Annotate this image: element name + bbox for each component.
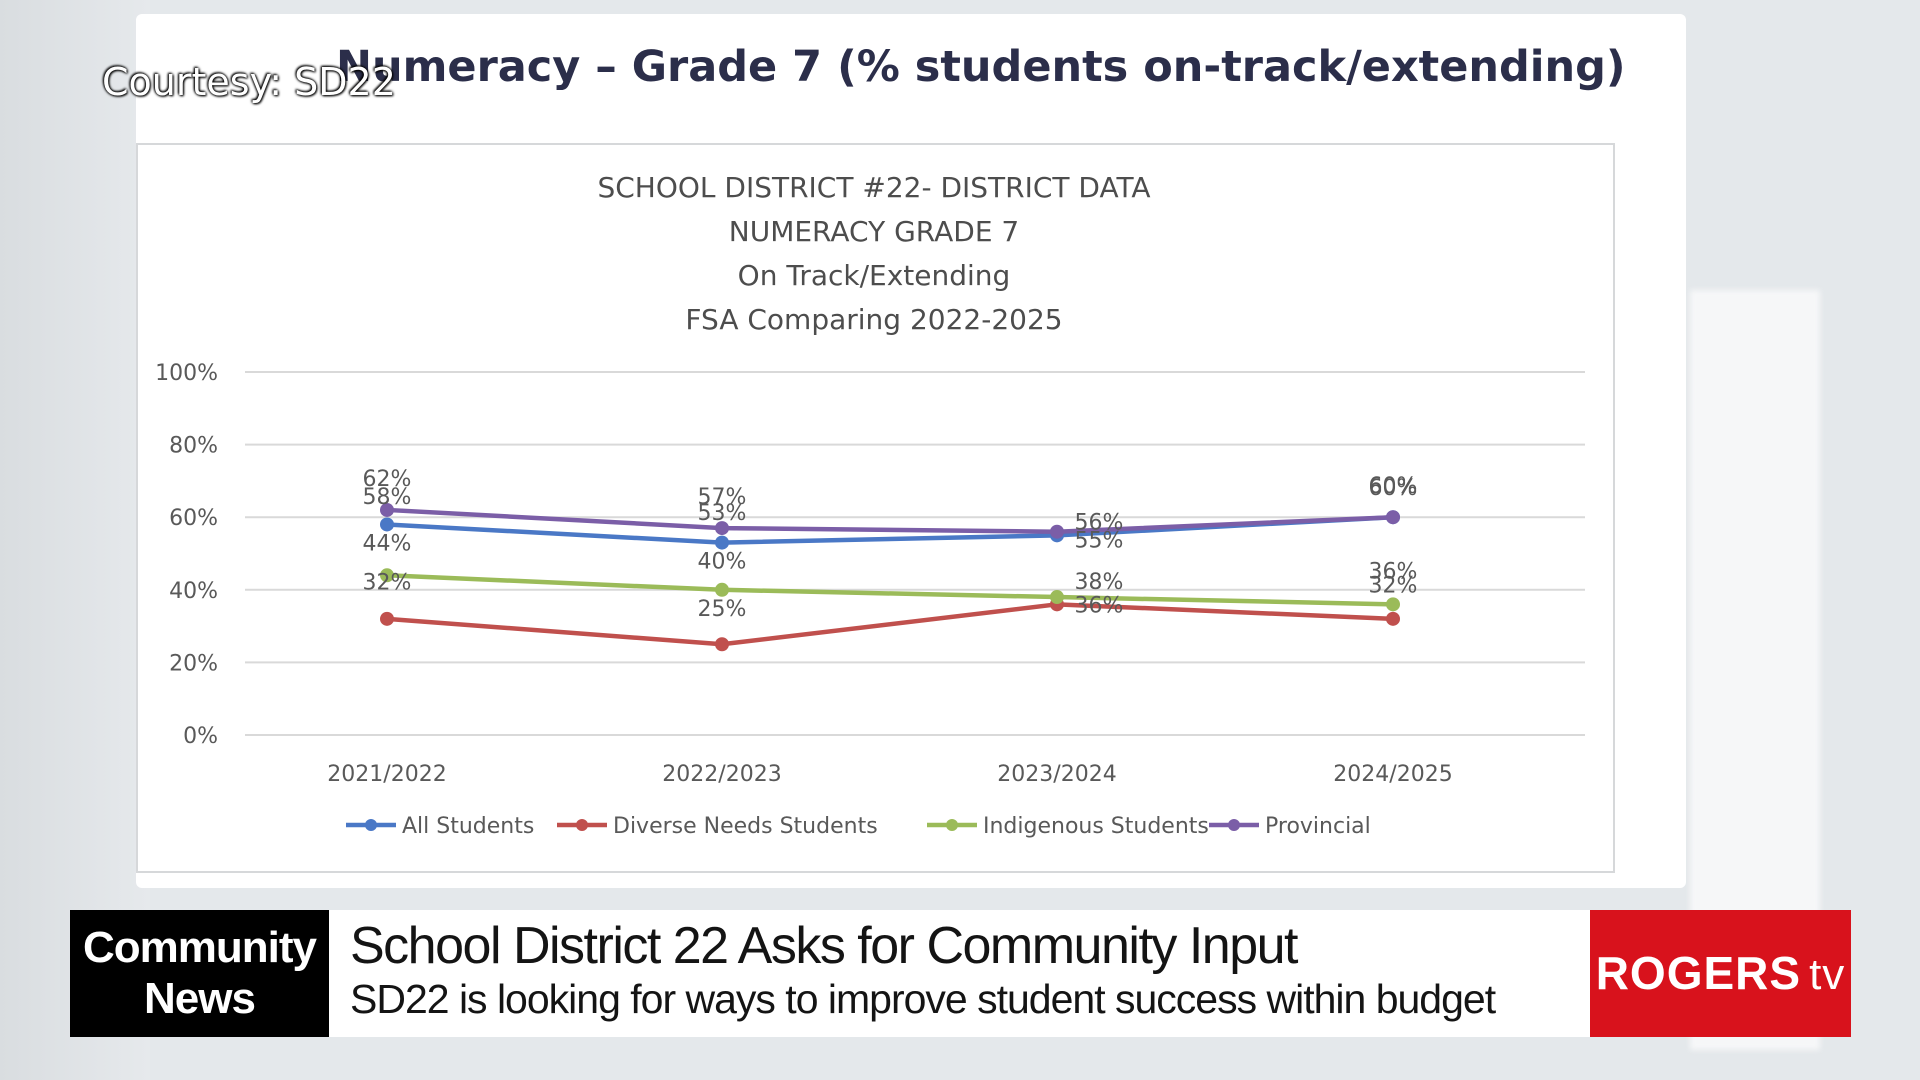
y-tick-label: 80% bbox=[169, 434, 218, 459]
data-point bbox=[715, 521, 729, 536]
data-label: 60% bbox=[1369, 474, 1418, 499]
background-blur-left bbox=[0, 0, 150, 1080]
news-subline: SD22 is looking for ways to improve stud… bbox=[350, 976, 1496, 1022]
chart-title-line: SCHOOL DISTRICT #22- DISTRICT DATA bbox=[597, 171, 1150, 204]
data-point bbox=[380, 502, 394, 517]
legend-label: Indigenous Students bbox=[983, 814, 1209, 839]
data-label: 53% bbox=[698, 501, 747, 526]
data-point bbox=[1050, 524, 1064, 539]
data-label: 36% bbox=[1369, 559, 1418, 584]
legend-label: All Students bbox=[402, 814, 534, 839]
y-tick-label: 0% bbox=[183, 724, 218, 749]
community-news-tag: Community News bbox=[70, 910, 329, 1037]
data-label: 56% bbox=[1075, 511, 1124, 536]
chart-frame: SCHOOL DISTRICT #22- DISTRICT DATA NUMERA… bbox=[136, 143, 1615, 873]
data-point bbox=[715, 637, 729, 652]
slide-title: Numeracy – Grade 7 (% students on-track/… bbox=[336, 42, 1626, 92]
courtesy-caption: Courtesy: SD22 bbox=[102, 60, 396, 104]
brand-name: ROGERS bbox=[1595, 947, 1802, 999]
rogers-tv-logo: ROGERS tv bbox=[1590, 910, 1851, 1037]
data-label: 44% bbox=[363, 531, 412, 556]
data-label: 62% bbox=[363, 467, 412, 492]
lower-third-banner bbox=[70, 910, 1851, 1037]
data-point bbox=[380, 568, 394, 583]
x-tick-label: 2024/2025 bbox=[1333, 762, 1452, 787]
legend-marker bbox=[946, 819, 958, 831]
data-label: 55% bbox=[1075, 529, 1124, 554]
series-line-provincial bbox=[386, 507, 1394, 534]
y-tick-label: 60% bbox=[169, 506, 218, 531]
y-tick-label: 100% bbox=[155, 361, 218, 386]
data-label: 60% bbox=[1369, 476, 1418, 501]
tag-line-1: Community bbox=[83, 923, 317, 972]
legend-marker bbox=[576, 819, 588, 831]
x-tick-label: 2023/2024 bbox=[997, 762, 1116, 787]
data-label: 25% bbox=[698, 597, 747, 622]
legend-marker bbox=[1228, 819, 1240, 831]
x-tick-label: 2021/2022 bbox=[327, 762, 446, 787]
data-point bbox=[715, 582, 729, 597]
data-point bbox=[1050, 590, 1064, 605]
x-tick-label: 2022/2023 bbox=[662, 762, 781, 787]
data-label: 36% bbox=[1075, 593, 1124, 618]
legend-marker bbox=[365, 819, 377, 831]
news-headline: School District 22 Asks for Community In… bbox=[350, 917, 1299, 975]
data-point bbox=[1386, 611, 1400, 626]
chart-title-line: On Track/Extending bbox=[738, 259, 1011, 292]
tag-line-2: News bbox=[144, 974, 256, 1023]
data-label: 57% bbox=[698, 485, 747, 510]
series-line-diverse-needs-students bbox=[386, 602, 1394, 647]
data-label: 38% bbox=[1075, 570, 1124, 595]
data-point bbox=[380, 517, 394, 532]
y-tick-label: 40% bbox=[169, 579, 218, 604]
data-point bbox=[1386, 597, 1400, 612]
y-tick-label: 20% bbox=[169, 651, 218, 676]
data-label: 32% bbox=[363, 570, 412, 595]
legend-label: Provincial bbox=[1265, 814, 1371, 839]
data-point bbox=[715, 535, 729, 550]
data-label: 58% bbox=[363, 485, 412, 510]
chart-title-line: NUMERACY GRADE 7 bbox=[729, 215, 1019, 248]
brand-suffix: tv bbox=[1809, 950, 1846, 999]
series-line-indigenous-students bbox=[386, 573, 1394, 607]
data-point bbox=[380, 611, 394, 626]
legend-label: Diverse Needs Students bbox=[613, 814, 878, 839]
data-label: 40% bbox=[698, 550, 747, 575]
line-chart: SCHOOL DISTRICT #22- DISTRICT DATA NUMERA… bbox=[155, 171, 1585, 839]
data-label: 32% bbox=[1369, 573, 1418, 598]
chart-title-line: FSA Comparing 2022-2025 bbox=[685, 303, 1062, 336]
data-point bbox=[1386, 510, 1400, 525]
